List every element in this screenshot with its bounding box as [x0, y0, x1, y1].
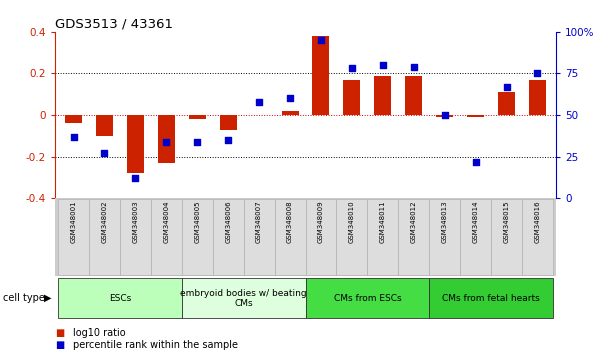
Bar	[120, 199, 151, 275]
Text: GSM348005: GSM348005	[194, 201, 200, 243]
Bar	[151, 199, 182, 275]
Point	[533, 71, 543, 76]
Text: GSM348014: GSM348014	[472, 201, 478, 243]
Text: GSM348007: GSM348007	[256, 201, 262, 243]
Point	[470, 159, 480, 165]
Text: ■: ■	[55, 328, 64, 338]
Text: GSM348001: GSM348001	[70, 201, 76, 243]
Point	[254, 99, 264, 104]
Bar	[65, 115, 82, 124]
Bar	[343, 80, 360, 115]
Text: log10 ratio: log10 ratio	[73, 328, 126, 338]
Bar	[96, 115, 113, 136]
Text: embryoid bodies w/ beating
CMs: embryoid bodies w/ beating CMs	[180, 289, 307, 308]
Text: ■: ■	[55, 340, 64, 350]
Point	[378, 62, 388, 68]
Text: GSM348010: GSM348010	[349, 201, 355, 243]
Bar	[398, 199, 429, 275]
Point	[223, 137, 233, 143]
Text: ▶: ▶	[44, 293, 51, 303]
Bar	[127, 115, 144, 173]
Text: GSM348012: GSM348012	[411, 201, 417, 243]
Point	[131, 176, 141, 181]
Bar	[182, 199, 213, 275]
Bar	[375, 75, 391, 115]
Text: GSM348004: GSM348004	[163, 201, 169, 243]
Bar	[312, 36, 329, 115]
Text: GSM348016: GSM348016	[535, 201, 541, 243]
Text: GSM348015: GSM348015	[503, 201, 510, 243]
Point	[316, 37, 326, 43]
Bar	[529, 80, 546, 115]
Bar	[467, 115, 484, 117]
Text: GSM348009: GSM348009	[318, 201, 324, 243]
Bar	[522, 199, 553, 275]
Point	[68, 134, 78, 139]
Bar	[182, 278, 306, 318]
Point	[100, 150, 109, 156]
Point	[161, 139, 171, 144]
Bar	[498, 92, 515, 115]
Bar	[491, 199, 522, 275]
Text: GSM348002: GSM348002	[101, 201, 108, 243]
Text: CMs from ESCs: CMs from ESCs	[334, 294, 401, 303]
Bar	[274, 199, 306, 275]
Text: CMs from fetal hearts: CMs from fetal hearts	[442, 294, 540, 303]
Bar	[306, 199, 337, 275]
Bar	[58, 278, 182, 318]
Bar	[213, 199, 244, 275]
Bar	[429, 199, 460, 275]
Text: GSM348006: GSM348006	[225, 201, 231, 243]
Text: GSM348011: GSM348011	[380, 201, 386, 243]
Bar	[220, 115, 236, 130]
Text: GDS3513 / 43361: GDS3513 / 43361	[55, 18, 173, 31]
Text: percentile rank within the sample: percentile rank within the sample	[73, 340, 238, 350]
Text: ESCs: ESCs	[109, 294, 131, 303]
Bar	[282, 111, 299, 115]
Text: GSM348013: GSM348013	[442, 201, 448, 243]
Bar	[405, 75, 422, 115]
Text: cell type: cell type	[3, 293, 48, 303]
Bar	[429, 278, 553, 318]
Bar	[337, 199, 367, 275]
Bar	[89, 199, 120, 275]
Point	[502, 84, 511, 90]
Point	[409, 64, 419, 70]
Point	[347, 65, 357, 71]
Text: GSM348003: GSM348003	[133, 201, 139, 243]
Bar	[436, 115, 453, 117]
Bar	[367, 199, 398, 275]
Point	[192, 139, 202, 144]
Bar	[158, 115, 175, 163]
Text: GSM348008: GSM348008	[287, 201, 293, 243]
Bar	[244, 199, 274, 275]
Bar	[306, 278, 429, 318]
Bar	[58, 199, 89, 275]
Bar	[189, 115, 206, 119]
Point	[285, 96, 295, 101]
Point	[440, 112, 450, 118]
Bar	[460, 199, 491, 275]
